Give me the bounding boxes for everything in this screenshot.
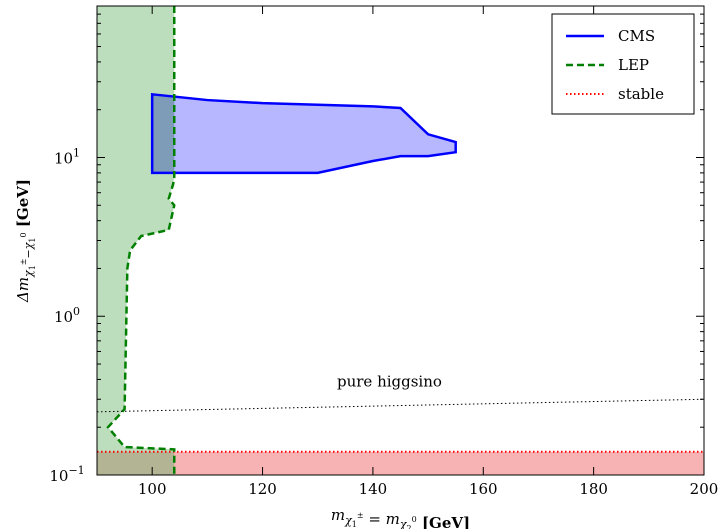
legend-label-lep: LEP: [618, 56, 649, 74]
x-tick-label: 200: [690, 480, 719, 498]
pure-higgsino-label: pure higgsino: [337, 373, 442, 391]
y-tick-label: 100: [54, 305, 80, 326]
x-axis-label: mχ1± = mχ20 [GeV]: [331, 506, 470, 529]
stable-region: [97, 451, 704, 475]
x-tick-label: 140: [359, 480, 388, 498]
x-tick-label: 100: [138, 480, 167, 498]
y-tick-label: 10−1: [49, 464, 84, 485]
lep-stable-overlap: [97, 451, 175, 475]
pure-higgsino-line: [97, 398, 704, 413]
legend-label-stable: stable: [618, 85, 664, 103]
cms-region: [152, 94, 456, 173]
y-tick-label: 101: [54, 146, 80, 167]
legend: CMS LEP stable: [551, 13, 695, 115]
cms-lep-overlap: [152, 94, 175, 173]
lep-region: [97, 6, 175, 475]
legend-label-cms: CMS: [618, 27, 655, 45]
lep-line: [106, 6, 176, 475]
plot-area: pure higgsino: [97, 6, 704, 475]
x-tick-label: 120: [248, 480, 277, 498]
axes: 100 120 140 160 180 200 10−1 100 101 mχ1± = mχ20 …: [14, 5, 719, 529]
cms-line: [150, 92, 457, 175]
y-axis-label: Δmχ1±−χ10 [GeV]: [14, 179, 37, 303]
plot-clip-group: [97, 6, 704, 475]
x-tick-label: 160: [469, 480, 498, 498]
legend-box: [551, 13, 695, 115]
x-tick-label: 180: [579, 480, 608, 498]
